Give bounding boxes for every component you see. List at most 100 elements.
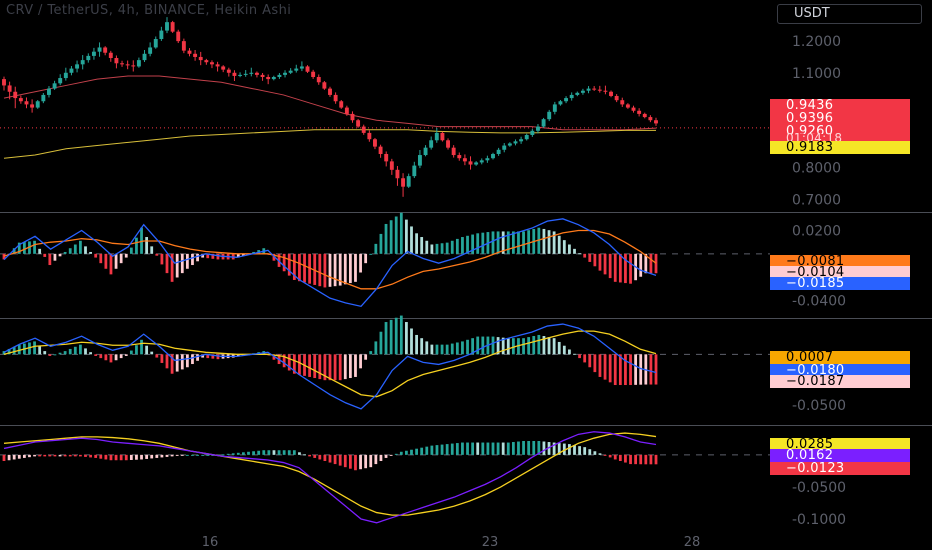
histogram-bar <box>43 253 47 257</box>
histogram-bar <box>175 354 179 372</box>
candle-body <box>507 143 512 146</box>
histogram-bar <box>180 253 184 274</box>
histogram-bar <box>496 337 500 355</box>
histogram-bar <box>135 237 138 254</box>
histogram-bar <box>552 231 556 254</box>
histogram-bar <box>287 253 291 276</box>
candle-body <box>654 120 658 124</box>
candle-body <box>491 153 495 159</box>
candle-body <box>41 94 46 102</box>
candle-body <box>120 63 124 65</box>
histogram-bar <box>313 354 317 379</box>
ma-yellow-line <box>3 129 656 159</box>
histogram-bar <box>384 223 388 254</box>
macd2-signal-badge: 0.0007 <box>770 351 910 364</box>
candle-body <box>446 140 450 148</box>
histogram-bar <box>104 253 108 269</box>
histogram-bar <box>455 443 459 455</box>
histogram-bar <box>89 251 92 254</box>
histogram-bar <box>226 453 230 455</box>
histogram-bar <box>471 442 475 455</box>
candle-body <box>575 92 580 95</box>
histogram-bar <box>333 253 337 287</box>
candle-body <box>462 158 467 162</box>
macd1-hist-badge: −0.0104 <box>770 266 910 279</box>
histogram-bar <box>501 337 505 355</box>
histogram-bar <box>629 253 632 284</box>
candle-body <box>530 130 535 136</box>
histogram-bar <box>104 354 108 361</box>
histogram-bar <box>486 442 490 455</box>
histogram-bar <box>109 354 113 363</box>
histogram-bar <box>236 253 240 258</box>
histogram-bar <box>135 454 138 460</box>
candle-body <box>35 101 40 108</box>
histogram-bar <box>496 231 500 254</box>
histogram-bar <box>7 348 11 355</box>
candle-body <box>198 56 203 61</box>
candle-body <box>148 47 153 54</box>
histogram-bar <box>511 231 515 254</box>
candle-body <box>204 60 209 63</box>
candle-body <box>558 101 563 105</box>
candle-body <box>333 94 338 102</box>
histogram-bar <box>79 240 82 254</box>
candle-body <box>592 88 597 90</box>
histogram-bar <box>471 338 475 355</box>
histogram-bar <box>445 444 449 455</box>
histogram-bar <box>38 346 42 355</box>
candle-body <box>114 58 119 64</box>
histogram-bar <box>379 454 383 462</box>
candle-body <box>18 98 23 102</box>
histogram-bar <box>313 454 317 458</box>
candle-body <box>226 69 231 73</box>
candle-body <box>401 178 406 187</box>
histogram-bar <box>603 354 607 380</box>
histogram-bar <box>374 454 378 465</box>
histogram-bar <box>38 454 42 457</box>
histogram-bar <box>430 445 434 455</box>
candle-body <box>260 74 265 77</box>
histogram-bar <box>48 354 52 356</box>
histogram-bar <box>425 240 429 254</box>
histogram-bar <box>175 253 179 278</box>
histogram-bar <box>588 449 592 455</box>
histogram-bar <box>287 354 291 371</box>
candle-body <box>249 72 254 74</box>
candle-body <box>423 147 428 156</box>
time-axis-tick: 28 <box>684 535 701 550</box>
candle-body <box>569 94 574 99</box>
histogram-bar <box>354 354 357 377</box>
candle-body <box>97 47 102 52</box>
candle-body <box>125 64 130 66</box>
currency-selector-button[interactable]: USDT <box>777 4 922 24</box>
histogram-bar <box>399 451 403 455</box>
histogram-bar <box>242 452 245 455</box>
candle-body <box>58 78 63 84</box>
candle-body <box>277 74 282 77</box>
histogram-bar <box>129 350 133 355</box>
candle-body <box>159 30 164 40</box>
histogram-bar <box>338 354 342 381</box>
macd1-macd-badge: −0.0185 <box>770 277 910 290</box>
histogram-bar <box>501 231 505 254</box>
candle-body <box>215 64 220 67</box>
candle-body <box>519 139 524 142</box>
histogram-bar <box>455 342 459 355</box>
histogram-bar <box>53 253 57 261</box>
histogram-bar <box>282 354 286 368</box>
histogram-bar <box>155 253 159 256</box>
candle-body <box>243 73 248 75</box>
histogram-bar <box>73 244 77 254</box>
histogram-bar <box>211 253 215 259</box>
histogram-bar <box>206 253 210 259</box>
histogram-bar <box>28 454 31 458</box>
histogram-bar <box>252 451 255 455</box>
histogram-bar <box>292 354 296 374</box>
candle-body <box>153 39 158 48</box>
histogram-bar <box>618 253 622 283</box>
histogram-bar <box>557 341 561 355</box>
candle-body <box>451 147 456 156</box>
histogram-bar <box>2 253 6 260</box>
